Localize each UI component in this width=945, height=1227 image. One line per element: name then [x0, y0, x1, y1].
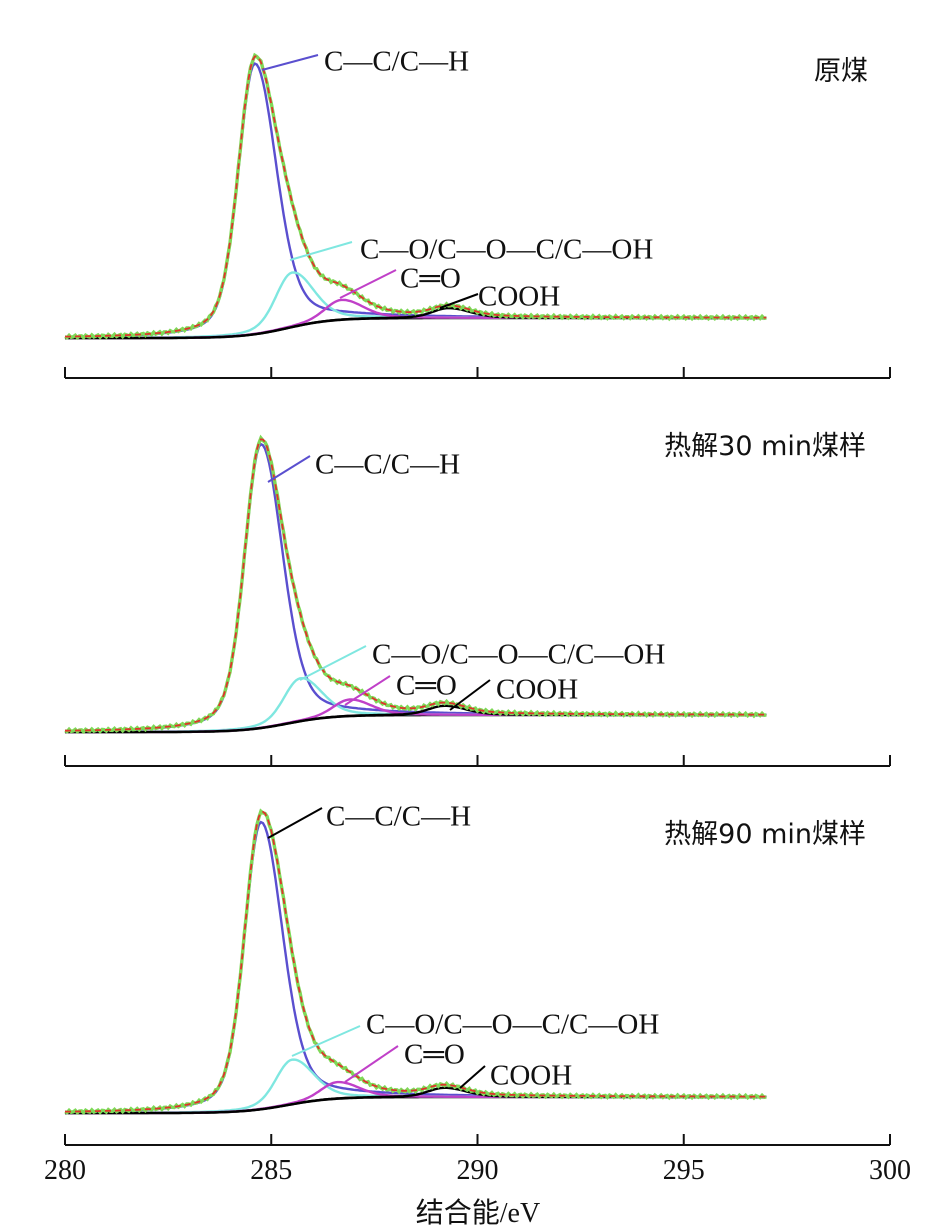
cc-peak-line [65, 62, 767, 338]
cooh-leader-line [439, 293, 479, 309]
ceo-label: C═O [400, 263, 461, 295]
co-leader-line [289, 241, 353, 261]
cc-label: C—C/C—H [324, 46, 469, 78]
fit-envelope-line [64, 810, 767, 1113]
fit-envelope-line [65, 55, 767, 338]
x-tick-label: 300 [869, 1155, 911, 1186]
cooh-leader-line [449, 679, 491, 711]
panel-3: C—C/C—H C—O/C—O—C/C—OHC═O COOH 热解90 min煤样 28… [44, 801, 911, 1186]
panel-title: 热解30 min煤样 [664, 431, 866, 462]
x-axis [64, 755, 891, 767]
ceo-leader-line [339, 269, 397, 299]
cooh-label: COOH [478, 281, 560, 313]
x-axis [64, 367, 891, 379]
cc-leader-line [261, 54, 319, 71]
co-label: C—O/C—O—C/C—OH [366, 1009, 659, 1041]
panel-title: 热解90 min煤样 [664, 819, 866, 850]
x-axis: 280 285 290 295 300 [44, 1134, 911, 1186]
ceo-label: C═O [396, 670, 457, 702]
cc-leader-line [267, 807, 323, 839]
chart-panels: C—C/C—HC—O/C—O—C/C—OHC═OCOOH原煤C—C/C—HC—O… [44, 46, 911, 1186]
x-axis-label: 结合能/eV [416, 1197, 540, 1227]
panel-1: C—C/C—H C—O/C—O—C/C—OHC═O COOH 原煤 [64, 46, 891, 379]
x-tick-label: 295 [663, 1155, 705, 1186]
background-line [65, 316, 767, 340]
raw-data-line [64, 52, 767, 341]
ceo-leader-line [344, 675, 391, 706]
ceo-label: C═O [404, 1039, 465, 1071]
co-leader-line [291, 1025, 361, 1057]
x-tick-label: 280 [44, 1155, 86, 1186]
cc-label: C—C/C—H [315, 449, 460, 481]
x-tick-label: 290 [457, 1155, 499, 1186]
panel-title: 原煤 [814, 56, 868, 87]
co-label: C—O/C—O—C/C—OH [372, 639, 665, 671]
cooh-label: COOH [490, 1060, 572, 1092]
cooh-leader-line [459, 1065, 486, 1089]
ceo-leader-line [344, 1045, 399, 1083]
cooh-label: COOH [496, 674, 578, 706]
cc-leader-line [267, 455, 311, 483]
x-tick-label: 285 [250, 1155, 292, 1186]
fit-envelope-line [65, 438, 767, 732]
co-leader-line [299, 645, 367, 681]
panel-2: C—C/C—H C—O/C—O—C/C—OHC═O COOH 热解30 min煤样 [64, 431, 891, 767]
cc-label: C—C/C—H [326, 801, 471, 833]
co-label: C—O/C—O—C/C—OH [360, 234, 653, 266]
